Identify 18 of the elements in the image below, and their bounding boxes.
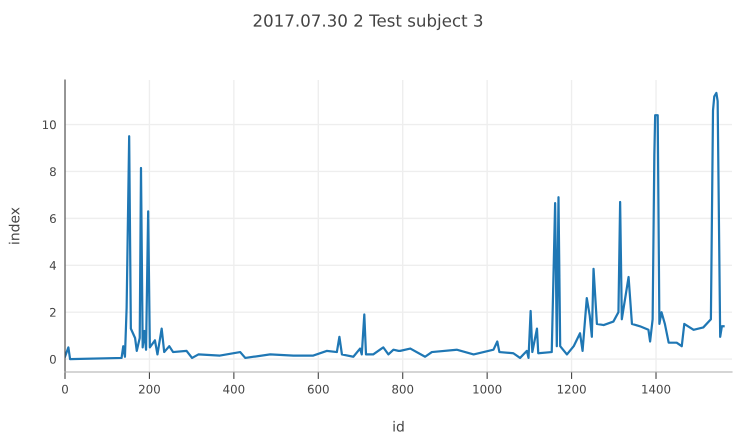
y-tick-label: 0: [50, 354, 56, 364]
x-tick-label: 1200: [558, 384, 586, 394]
x-tick-label: 0: [62, 384, 68, 394]
x-tick-label: 1400: [642, 384, 670, 394]
line-series: [65, 92, 725, 360]
x-tick-label: 400: [223, 384, 244, 394]
y-tick-label: 6: [50, 214, 56, 224]
x-axis-title: id: [393, 420, 404, 432]
chart-title: 2017.07.30 2 Test subject 3: [254, 14, 482, 30]
y-axis-title: index: [8, 207, 20, 244]
y-tick-label: 10: [42, 120, 56, 130]
y-tick-label: 2: [50, 308, 56, 317]
x-tick-label: 800: [392, 384, 414, 394]
x-tick-label: 200: [139, 384, 160, 394]
y-tick-label: 8: [50, 167, 56, 176]
x-tick-label: 600: [308, 384, 329, 394]
x-tick-label: 1000: [473, 384, 502, 394]
y-tick-label: 4: [50, 261, 56, 270]
